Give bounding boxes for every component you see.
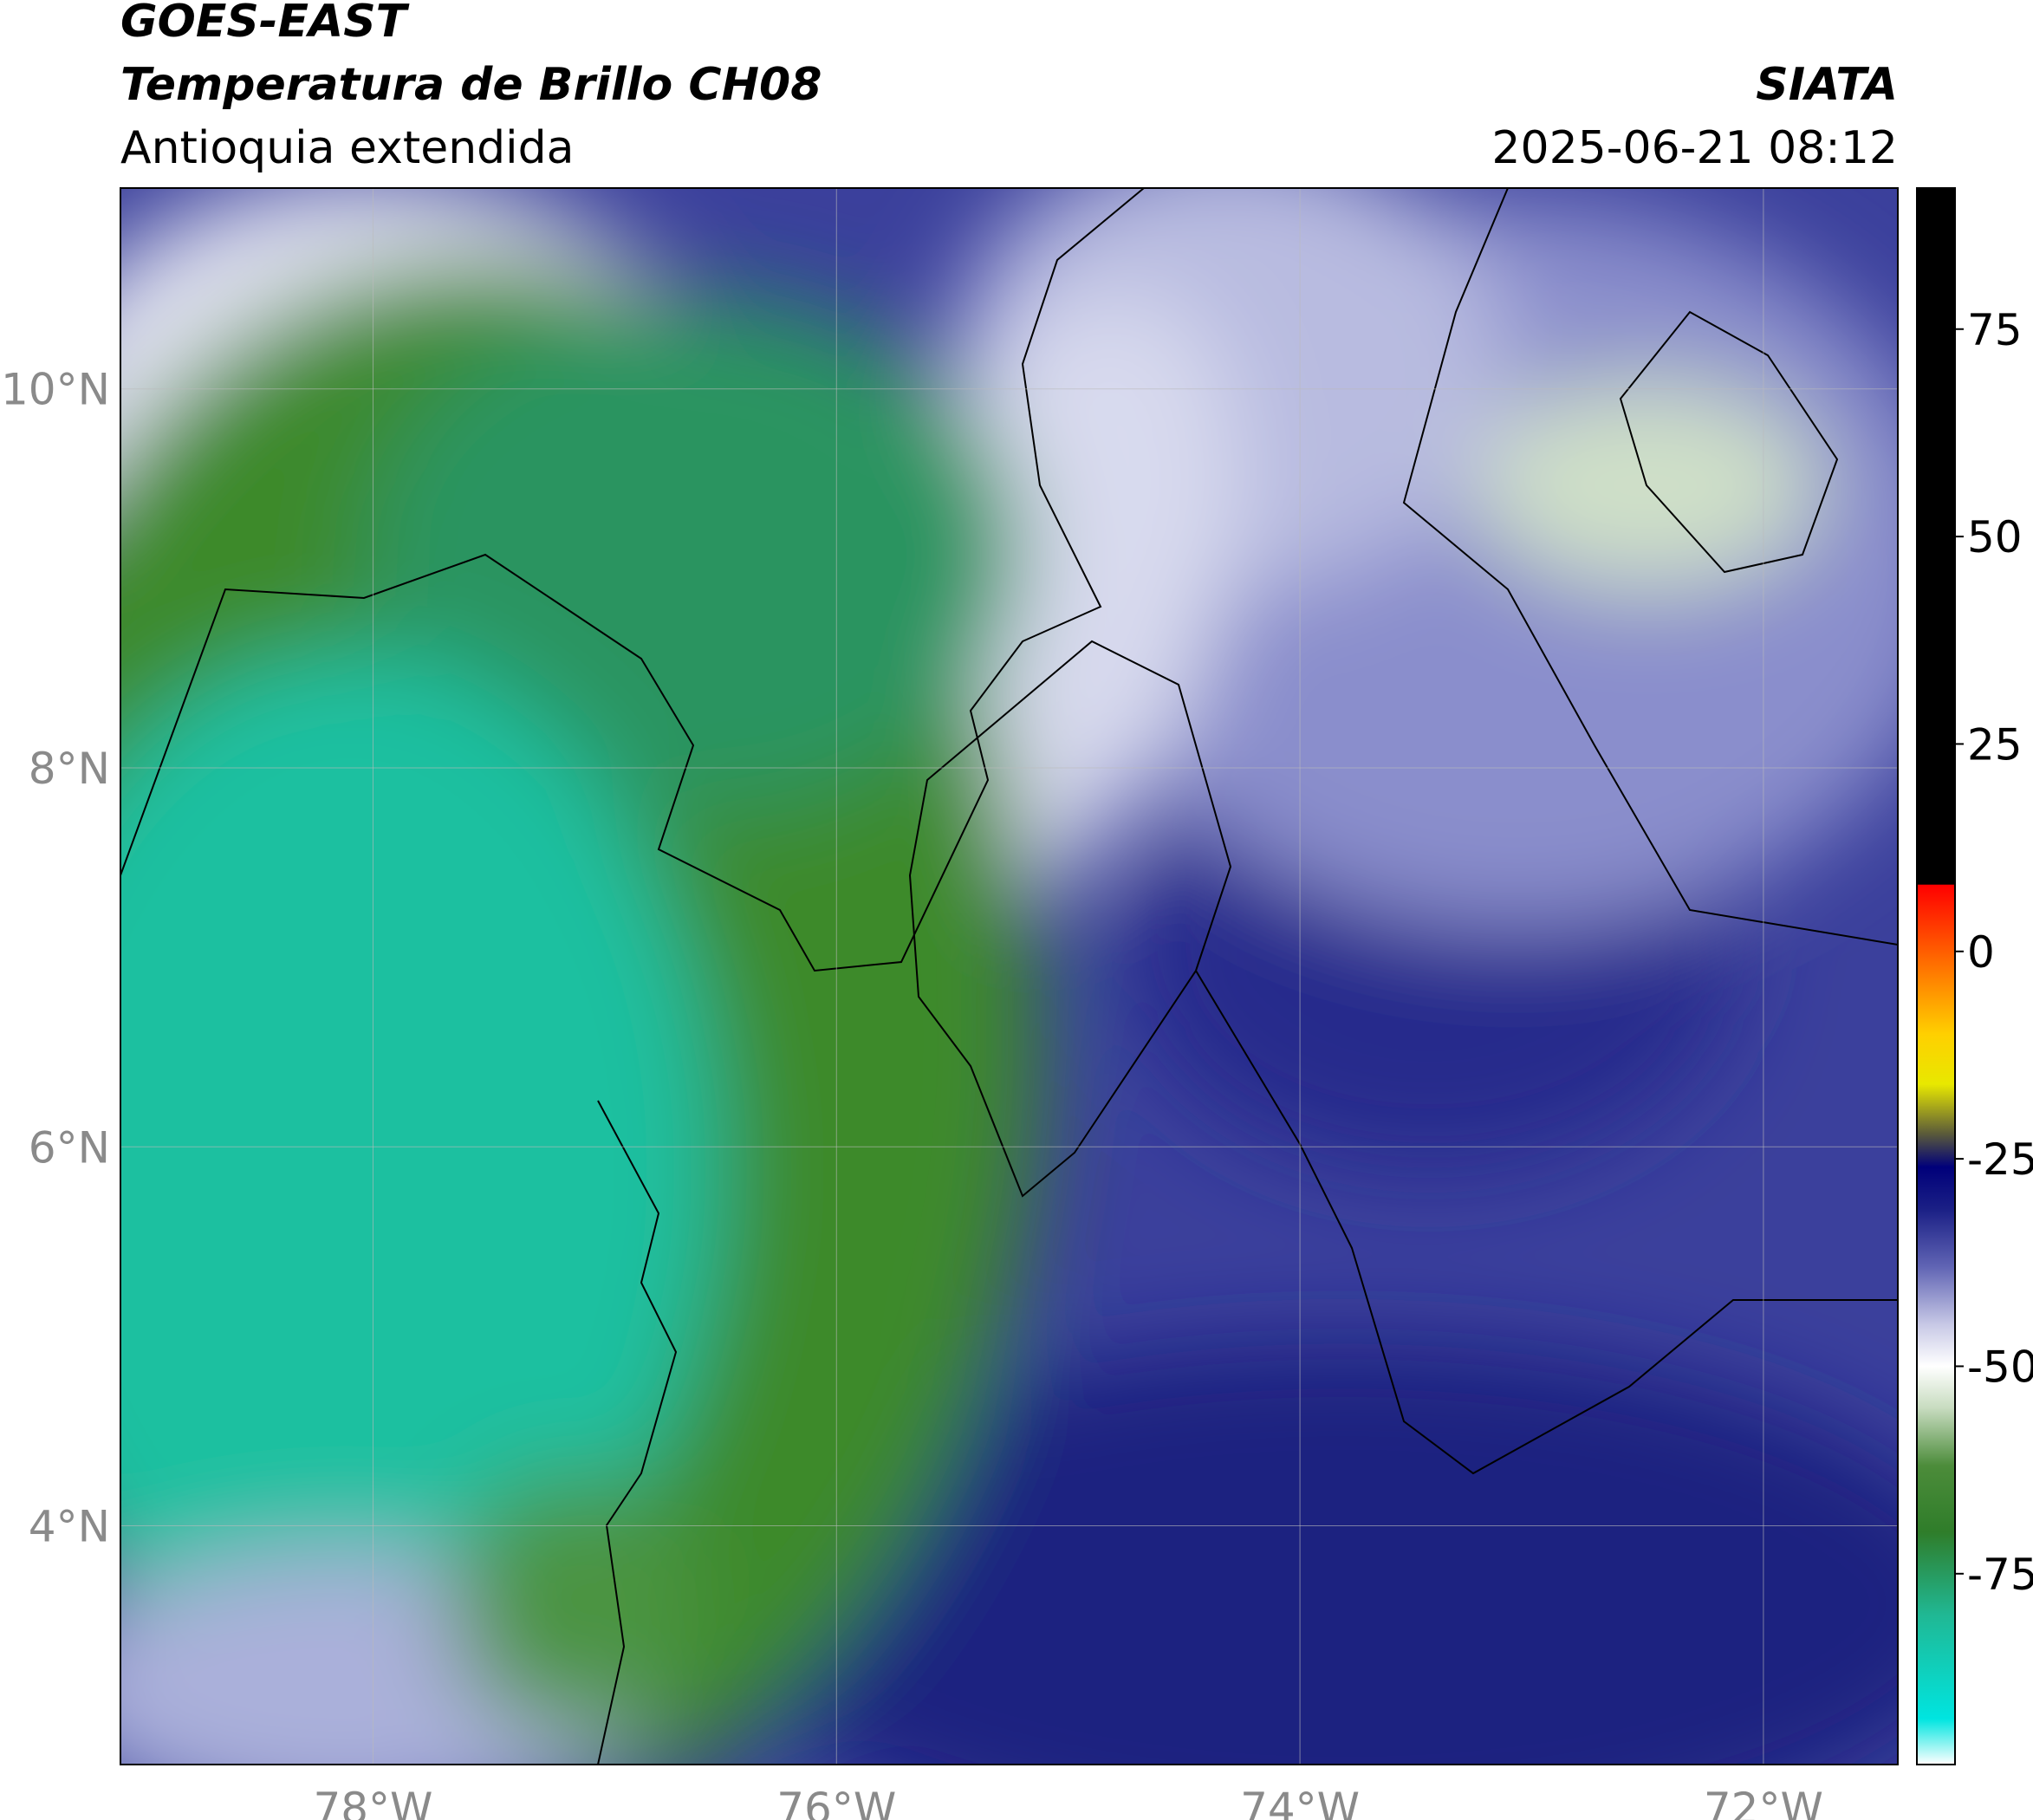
source: SIATA xyxy=(1756,59,1898,111)
y-tick-label: 4°N xyxy=(29,1502,110,1552)
region: Antioquia extendida xyxy=(120,122,575,174)
x-tick-label: 78°W xyxy=(313,1784,432,1820)
subtitle: Temperatura de Brillo CH08 xyxy=(120,59,822,111)
title: GOES-EAST xyxy=(120,0,410,48)
x-tick-label: 76°W xyxy=(776,1784,896,1820)
map-frame xyxy=(120,187,1899,1765)
y-tick-label: 8°N xyxy=(29,744,110,794)
colorbar-tick-label: -25 xyxy=(1967,1134,2033,1185)
x-tick-label: 72°W xyxy=(1704,1784,1823,1820)
datetime: 2025-06-21 08:12 xyxy=(1491,122,1898,174)
colorbar-tick-label: -75 xyxy=(1967,1550,2033,1600)
colorbar-tick-label: 0 xyxy=(1967,927,1995,978)
colorbar-tick-label: 75 xyxy=(1967,305,2023,355)
colorbar-tick-label: 25 xyxy=(1967,719,2023,770)
y-tick-label: 10°N xyxy=(1,365,110,415)
x-tick-label: 74°W xyxy=(1240,1784,1360,1820)
colorbar-tick-label: -50 xyxy=(1967,1342,2033,1392)
y-tick-label: 6°N xyxy=(29,1122,110,1173)
satellite-image xyxy=(120,188,1898,1765)
colorbar-tick-label: 50 xyxy=(1967,512,2023,562)
colorbar xyxy=(1916,187,1956,1765)
